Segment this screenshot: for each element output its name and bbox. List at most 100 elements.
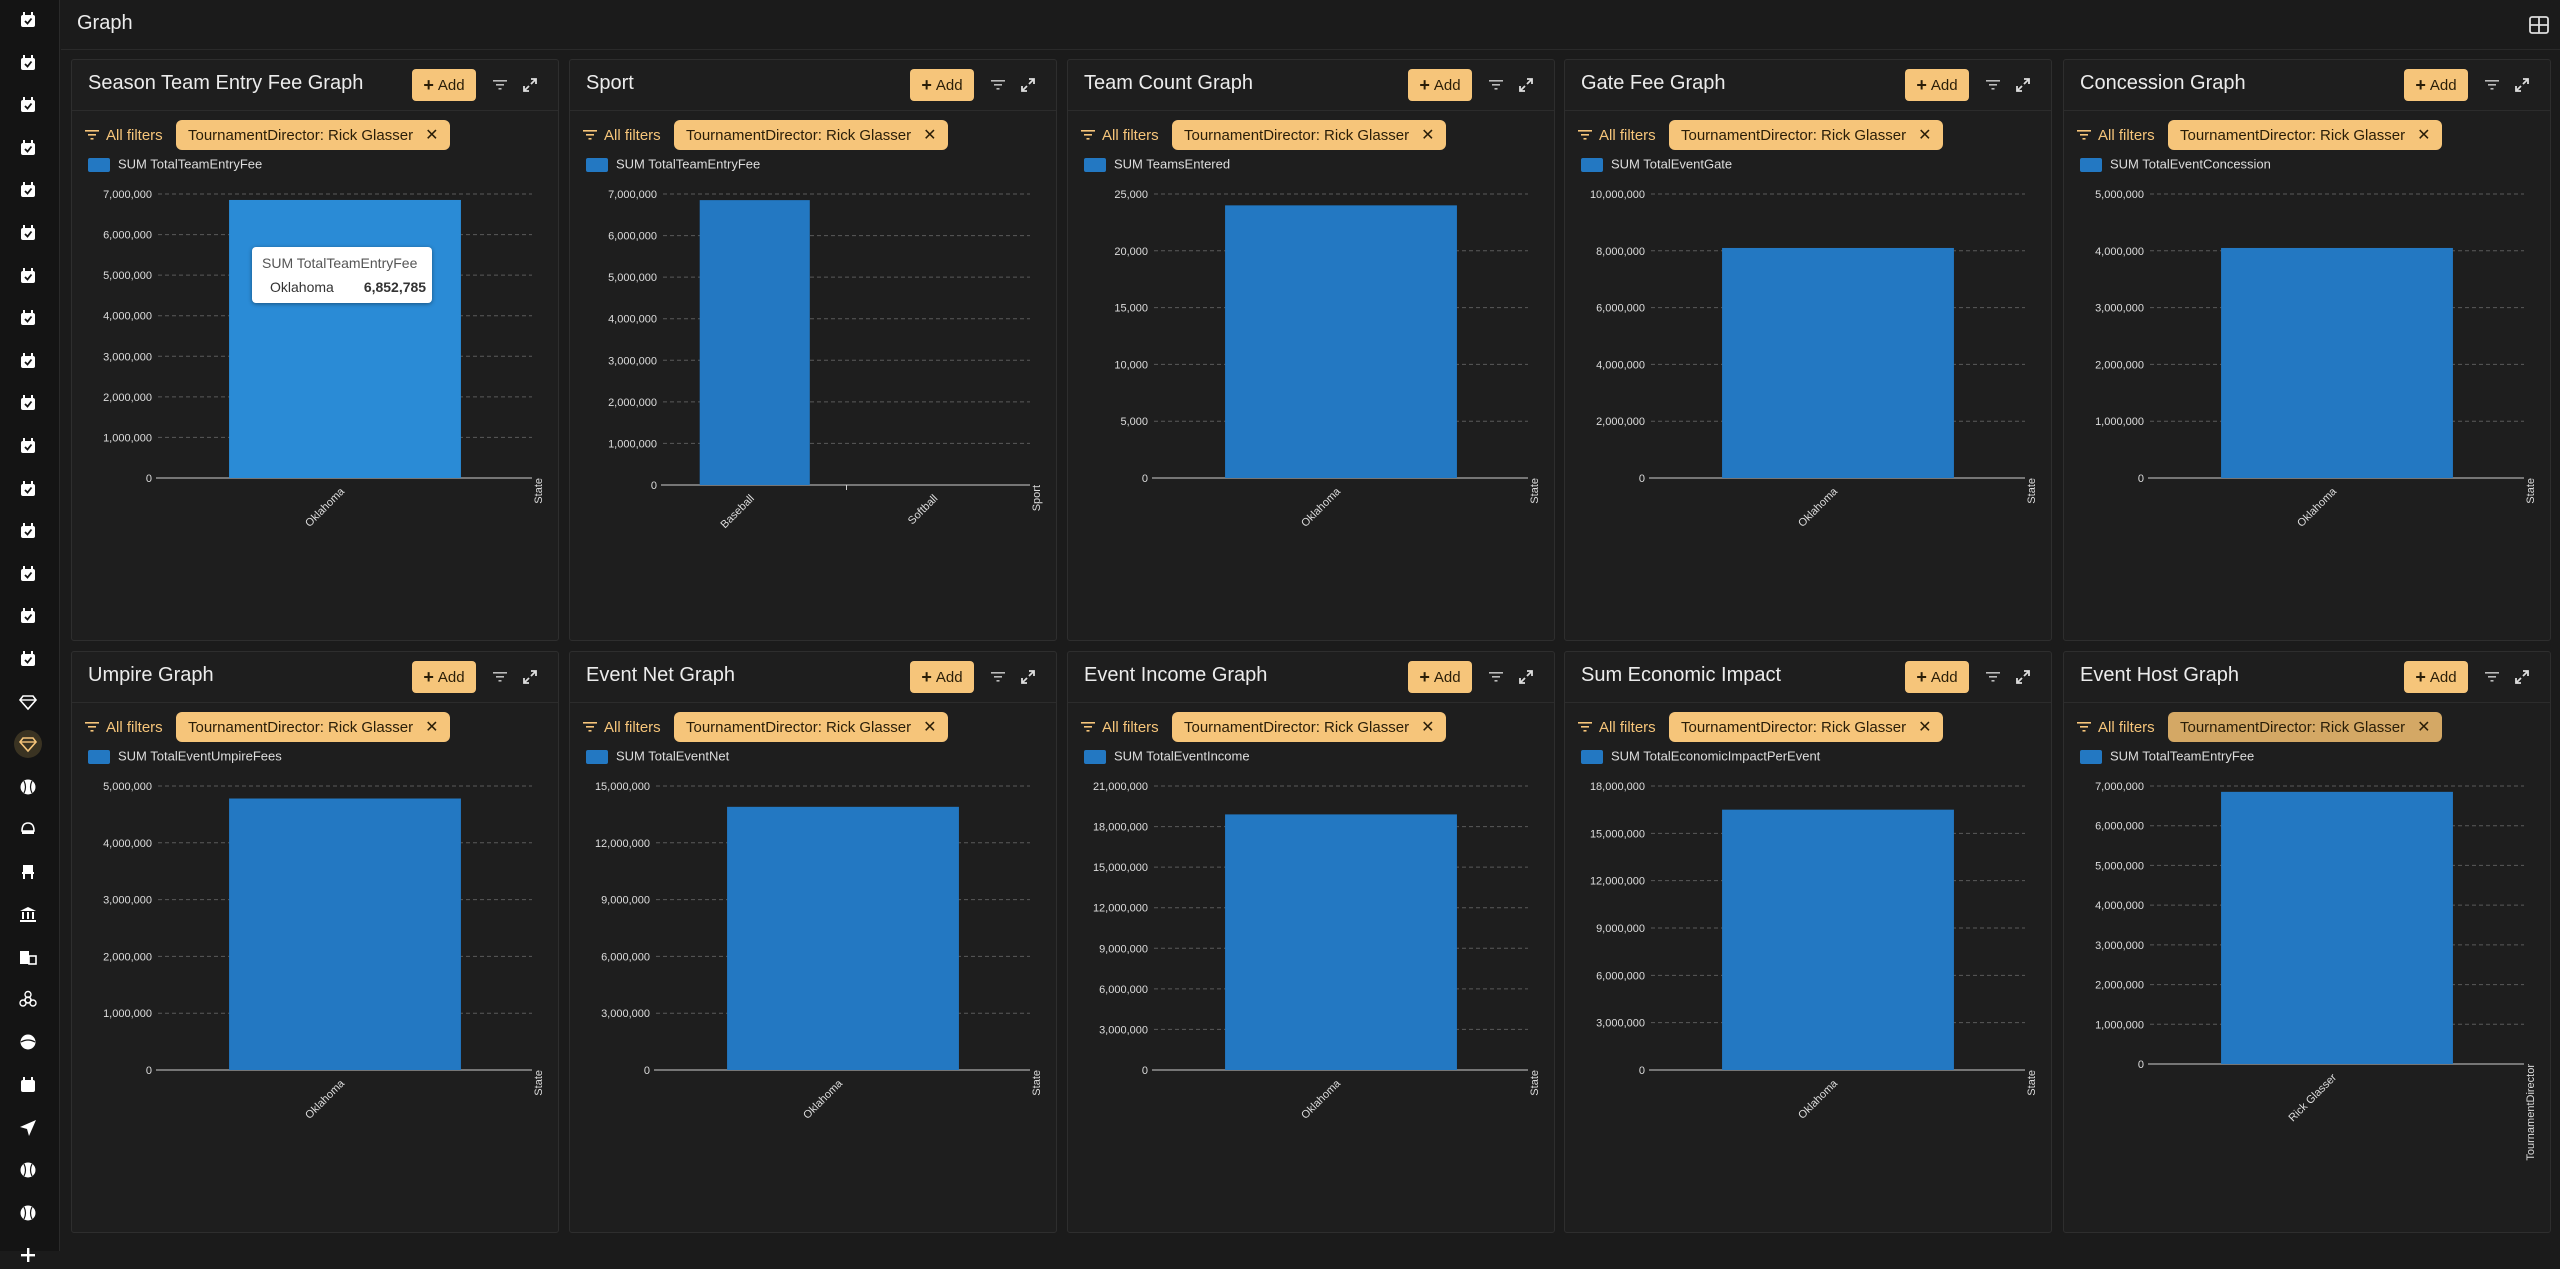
hotel-icon[interactable] <box>14 943 42 971</box>
baseball-icon[interactable] <box>14 773 42 801</box>
add-button[interactable]: + Add <box>1408 661 1472 693</box>
bar[interactable] <box>1722 247 1954 478</box>
bar[interactable] <box>229 798 461 1070</box>
calendar-check-icon[interactable] <box>14 347 42 375</box>
filter-chip[interactable]: TournamentDirector: Rick Glasser ✕ <box>2168 712 2443 742</box>
chart-legend[interactable]: SUM TeamsEntered <box>1084 158 1230 172</box>
filter-icon[interactable] <box>2481 666 2503 688</box>
plus-icon[interactable] <box>14 1241 42 1269</box>
add-button[interactable]: + Add <box>412 661 476 693</box>
expand-icon[interactable] <box>1017 666 1039 688</box>
add-button[interactable]: + Add <box>1905 661 1969 693</box>
filter-icon[interactable] <box>489 74 511 96</box>
filter-icon[interactable] <box>1982 666 2004 688</box>
all-filters-button[interactable]: All filters <box>582 713 661 741</box>
all-filters-button[interactable]: All filters <box>1080 121 1159 149</box>
helmet-icon[interactable] <box>14 815 42 843</box>
all-filters-button[interactable]: All filters <box>2076 121 2155 149</box>
calendar-check-icon[interactable] <box>14 134 42 162</box>
filter-chip[interactable]: TournamentDirector: Rick Glasser ✕ <box>1172 120 1447 150</box>
chair-icon[interactable] <box>14 858 42 886</box>
chart-legend[interactable]: SUM TotalEventIncome <box>1084 750 1250 764</box>
calendar-check-icon[interactable] <box>14 219 42 247</box>
calendar-check-icon[interactable] <box>14 517 42 545</box>
add-button[interactable]: + Add <box>2404 661 2468 693</box>
calendar-check-icon[interactable] <box>14 475 42 503</box>
calendar-check-icon[interactable] <box>14 262 42 290</box>
calendar-check-icon[interactable] <box>14 560 42 588</box>
bar[interactable] <box>727 806 959 1070</box>
bar[interactable] <box>699 200 810 485</box>
expand-icon[interactable] <box>2511 666 2533 688</box>
filter-chip[interactable]: TournamentDirector: Rick Glasser ✕ <box>176 712 451 742</box>
expand-icon[interactable] <box>2012 74 2034 96</box>
chart-legend[interactable]: SUM TotalTeamEntryFee <box>2080 750 2254 764</box>
expand-icon[interactable] <box>519 666 541 688</box>
close-icon[interactable]: ✕ <box>1918 127 1932 144</box>
all-filters-button[interactable]: All filters <box>582 121 661 149</box>
all-filters-button[interactable]: All filters <box>2076 713 2155 741</box>
expand-icon[interactable] <box>2511 74 2533 96</box>
expand-icon[interactable] <box>519 74 541 96</box>
calendar-check-icon[interactable] <box>14 304 42 332</box>
calendar-check-icon[interactable] <box>14 176 42 204</box>
add-button[interactable]: + Add <box>412 69 476 101</box>
calendar-check-icon[interactable] <box>14 645 42 673</box>
add-button[interactable]: + Add <box>1408 69 1472 101</box>
bar[interactable] <box>2221 247 2453 478</box>
calendar-check-icon[interactable] <box>14 6 42 34</box>
close-icon[interactable]: ✕ <box>425 719 439 736</box>
biohazard-icon[interactable] <box>14 986 42 1014</box>
filter-icon[interactable] <box>1485 74 1507 96</box>
calendar-check-icon[interactable] <box>14 602 42 630</box>
bar[interactable] <box>229 199 461 478</box>
close-icon[interactable]: ✕ <box>2417 127 2431 144</box>
chart-legend[interactable]: SUM TotalTeamEntryFee <box>586 158 760 172</box>
filter-icon[interactable] <box>2481 74 2503 96</box>
chart-legend[interactable]: SUM TotalEventUmpireFees <box>88 750 282 764</box>
all-filters-button[interactable]: All filters <box>1577 121 1656 149</box>
filter-chip[interactable]: TournamentDirector: Rick Glasser ✕ <box>674 712 949 742</box>
chart-legend[interactable]: SUM TotalTeamEntryFee <box>88 158 262 172</box>
bar[interactable] <box>2221 791 2453 1064</box>
ball-icon[interactable] <box>14 1028 42 1056</box>
filter-chip[interactable]: TournamentDirector: Rick Glasser ✕ <box>1669 120 1944 150</box>
baseball-icon[interactable] <box>14 1199 42 1227</box>
add-button[interactable]: + Add <box>2404 69 2468 101</box>
diamond-icon[interactable] <box>14 688 42 716</box>
filter-icon[interactable] <box>1982 74 2004 96</box>
all-filters-button[interactable]: All filters <box>84 713 163 741</box>
chart-legend[interactable]: SUM TotalEventNet <box>586 750 730 764</box>
all-filters-button[interactable]: All filters <box>1577 713 1656 741</box>
add-button[interactable]: + Add <box>910 69 974 101</box>
close-icon[interactable]: ✕ <box>923 719 937 736</box>
bank-icon[interactable] <box>14 901 42 929</box>
close-icon[interactable]: ✕ <box>1421 719 1435 736</box>
chart-legend[interactable]: SUM TotalEventConcession <box>2080 158 2271 172</box>
calendar-check-icon[interactable] <box>14 91 42 119</box>
expand-icon[interactable] <box>1017 74 1039 96</box>
filter-icon[interactable] <box>1485 666 1507 688</box>
close-icon[interactable]: ✕ <box>923 127 937 144</box>
calendar-check-icon[interactable] <box>14 49 42 77</box>
filter-chip[interactable]: TournamentDirector: Rick Glasser ✕ <box>674 120 949 150</box>
filter-chip[interactable]: TournamentDirector: Rick Glasser ✕ <box>2168 120 2443 150</box>
filter-chip[interactable]: TournamentDirector: Rick Glasser ✕ <box>1172 712 1447 742</box>
filter-icon[interactable] <box>987 666 1009 688</box>
add-button[interactable]: + Add <box>910 661 974 693</box>
calendar-check-icon[interactable] <box>14 432 42 460</box>
all-filters-button[interactable]: All filters <box>84 121 163 149</box>
close-icon[interactable]: ✕ <box>1421 127 1435 144</box>
calendar-check-icon[interactable] <box>14 389 42 417</box>
expand-icon[interactable] <box>1515 666 1537 688</box>
layout-grid-icon[interactable] <box>2528 14 2550 36</box>
bar[interactable] <box>1225 814 1457 1070</box>
chart-legend[interactable]: SUM TotalEventGate <box>1581 158 1732 172</box>
add-button[interactable]: + Add <box>1905 69 1969 101</box>
filter-icon[interactable] <box>489 666 511 688</box>
filter-chip[interactable]: TournamentDirector: Rick Glasser ✕ <box>1669 712 1944 742</box>
all-filters-button[interactable]: All filters <box>1080 713 1159 741</box>
expand-icon[interactable] <box>1515 74 1537 96</box>
chart-legend[interactable]: SUM TotalEconomicImpactPerEvent <box>1581 750 1821 764</box>
baseball-icon[interactable] <box>14 1156 42 1184</box>
